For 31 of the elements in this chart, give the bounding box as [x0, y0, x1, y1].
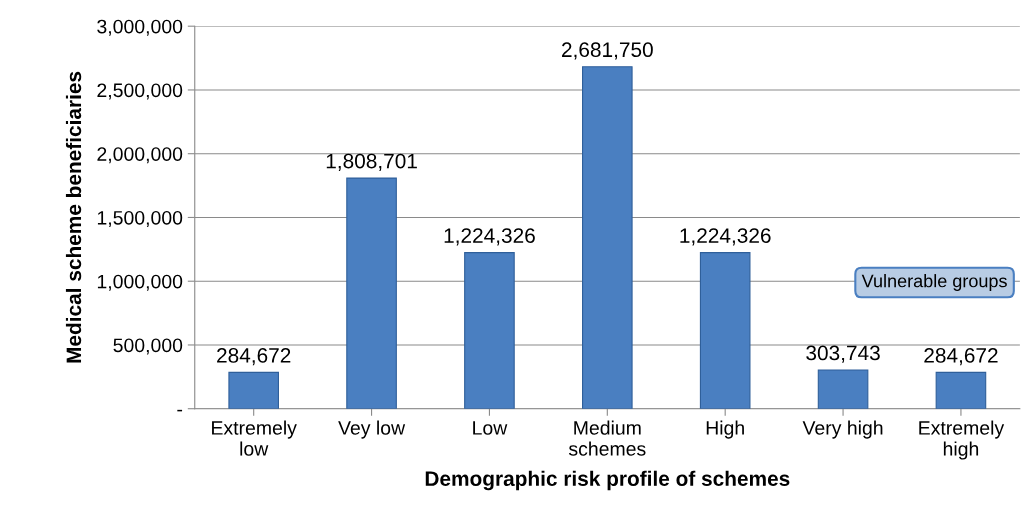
data-label: 284,672	[924, 348, 998, 366]
y-tick-label: 2,500,000	[97, 83, 183, 100]
x-tick-label: Very high	[802, 420, 883, 439]
y-tick-label: 1,500,000	[97, 210, 183, 227]
bar	[464, 252, 515, 409]
y-tick-label: 1,000,000	[97, 274, 183, 291]
data-label: 284,672	[217, 348, 291, 366]
x-axis-title: Demographic risk profile of schemes	[425, 470, 790, 491]
data-label: 2,681,750	[562, 42, 653, 60]
data-label: 1,808,701	[326, 153, 417, 171]
bar	[228, 371, 279, 409]
x-tick-label: Extremely low	[212, 420, 297, 456]
annotation: Vulnerable groups	[861, 274, 1007, 291]
bar	[582, 66, 633, 409]
data-label: 1,224,326	[680, 228, 771, 246]
x-tick-label: Extremely high	[919, 420, 1005, 460]
bar	[699, 252, 751, 409]
y-tick-label: 2,000,000	[97, 147, 183, 164]
data-label: 303,743	[806, 345, 880, 363]
x-tick-label: Vey low	[338, 420, 406, 439]
y-tick-label: -	[177, 409, 183, 412]
y-tick-label: 3,000,000	[97, 19, 183, 36]
x-tick-label: Medium schemes	[568, 420, 646, 456]
bar	[935, 371, 987, 409]
x-tick-label: Low	[473, 421, 508, 435]
y-axis-title: Medical scheme beneficiaries	[65, 71, 82, 363]
bar	[346, 177, 397, 409]
x-tick-label: High	[706, 420, 744, 439]
bar	[817, 369, 869, 409]
y-tick-label: 500,000	[113, 338, 183, 355]
data-label: 1,224,326	[444, 228, 535, 246]
